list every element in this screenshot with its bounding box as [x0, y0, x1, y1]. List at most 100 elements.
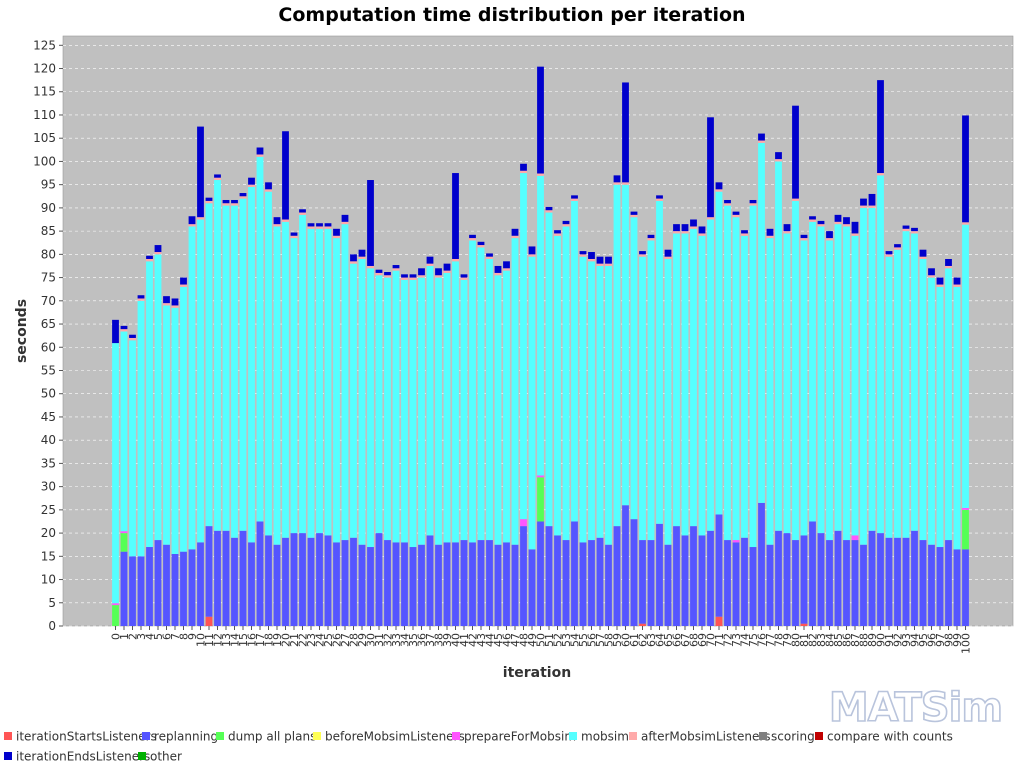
bar-segment: [928, 275, 935, 278]
bar-segment: [554, 230, 561, 234]
x-tick-label: 41: [458, 633, 471, 647]
bar-segment: [630, 214, 638, 218]
x-tick-label: 80: [790, 633, 803, 647]
x-tick-label: 75: [747, 633, 760, 647]
x-tick-label: 67: [679, 633, 692, 647]
legend-item: replanning: [142, 730, 218, 744]
bar-segment: [112, 605, 119, 626]
bar-segment: [486, 253, 493, 257]
bar-segment: [936, 547, 944, 626]
bar-segment: [409, 279, 417, 548]
bar-segment: [792, 540, 799, 626]
legend-item: dump all plans: [216, 730, 316, 744]
bar-segment: [163, 296, 170, 304]
bar-segment: [571, 195, 578, 199]
bar-segment: [707, 217, 714, 220]
bar-segment: [800, 240, 808, 536]
x-tick-label: 24: [314, 633, 327, 647]
bar-segment: [299, 209, 306, 213]
legend-label: other: [150, 750, 182, 764]
bar-segment: [392, 270, 400, 543]
bar-segment: [936, 277, 944, 285]
bar-segment: [962, 115, 969, 223]
bar-segment: [647, 240, 655, 541]
bar-segment: [307, 223, 315, 227]
x-tick-label: 39: [441, 633, 454, 647]
bar-segment: [647, 540, 655, 626]
x-tick-label: 52: [552, 633, 565, 647]
bar-segment: [562, 220, 570, 225]
x-tick-label: 63: [645, 633, 658, 647]
bar-segment: [146, 255, 153, 259]
bar-segment: [537, 175, 544, 476]
bar-segment: [698, 535, 706, 626]
legend-swatch: [4, 752, 12, 760]
bar-segment: [953, 284, 961, 287]
bar-segment: [401, 274, 408, 278]
bar-segment: [962, 508, 969, 510]
bar-segment: [477, 540, 485, 626]
bar-segment: [826, 231, 833, 239]
bar-segment: [579, 251, 587, 255]
bar-segment: [554, 535, 561, 626]
bar-segment: [588, 540, 595, 626]
x-tick-label: 65: [662, 633, 675, 647]
bar-segment: [239, 198, 247, 531]
bar-segment: [817, 220, 825, 225]
bar-segment: [732, 542, 740, 626]
bar-segment: [375, 533, 383, 626]
y-tick-label: 60: [41, 340, 56, 354]
bar-segment: [231, 203, 238, 206]
bar-segment: [214, 530, 221, 626]
x-tick-label: 50: [535, 633, 548, 647]
bar-segment: [758, 133, 765, 141]
bar-segment: [639, 251, 646, 255]
bar-segment: [630, 519, 638, 626]
bar-segment: [571, 200, 578, 522]
bar-segment: [477, 245, 485, 248]
bar-segment: [817, 533, 825, 626]
bar-segment: [877, 533, 884, 626]
bar-segment: [460, 277, 468, 280]
bar-segment: [732, 211, 740, 215]
bar-segment: [248, 542, 255, 626]
bar-segment: [758, 502, 765, 626]
y-tick-label: 20: [41, 526, 56, 540]
bar-segment: [639, 256, 646, 541]
bar-segment: [256, 147, 264, 155]
bar-segment: [511, 228, 519, 236]
bar-segment: [477, 241, 485, 246]
bar-segment: [902, 228, 910, 232]
bar-segment: [137, 295, 145, 299]
bar-segment: [741, 230, 748, 234]
bar-segment: [358, 249, 366, 257]
bar-segment: [137, 556, 145, 626]
bar-segment: [486, 256, 493, 259]
legend-item: prepareForMobsim: [452, 730, 576, 744]
bar-segment: [928, 544, 935, 626]
bar-segment: [622, 184, 629, 506]
bar-segment: [299, 214, 306, 534]
bar-segment: [953, 549, 961, 626]
x-tick-label: 40: [450, 633, 463, 647]
y-tick-label: 95: [41, 178, 56, 192]
x-tick-label: 57: [594, 633, 607, 647]
bar-segment: [120, 325, 128, 330]
bar-segment: [188, 226, 196, 550]
x-tick-label: 92: [892, 633, 905, 647]
bar-segment: [843, 224, 850, 227]
legend-item: iterationStartsListeners: [4, 730, 157, 744]
y-tick-label: 90: [41, 201, 56, 215]
bar-segment: [239, 196, 247, 199]
bar-segment: [120, 329, 128, 332]
bar-segment: [562, 226, 570, 541]
x-tick-label: 71: [713, 633, 726, 647]
bar-segment: [775, 161, 782, 531]
bar-segment: [894, 537, 901, 626]
bar-segment: [596, 263, 604, 266]
bar-segment: [171, 307, 179, 554]
bar-segment: [384, 277, 391, 541]
bar-segment: [664, 258, 672, 545]
legend-swatch: [4, 732, 12, 740]
bar-segment: [290, 533, 298, 626]
